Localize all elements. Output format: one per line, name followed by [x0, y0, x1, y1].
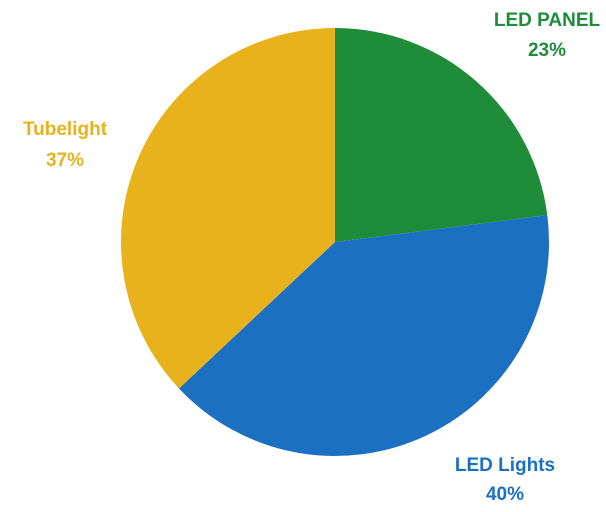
label-led-panel-value: 23% — [528, 40, 566, 61]
label-tubelight-name: Tubelight — [23, 119, 108, 140]
label-led-lights-value: 40% — [486, 484, 524, 505]
label-led-lights-name: LED Lights — [455, 455, 555, 476]
pie-slice-led-panel — [335, 28, 548, 242]
label-tubelight-value: 37% — [46, 150, 84, 171]
label-led-panel-name: LED PANEL — [494, 10, 601, 31]
pie-slice-led-lights — [179, 215, 549, 456]
pie-slices — [121, 28, 549, 456]
pie-slice-tubelight — [121, 28, 335, 389]
